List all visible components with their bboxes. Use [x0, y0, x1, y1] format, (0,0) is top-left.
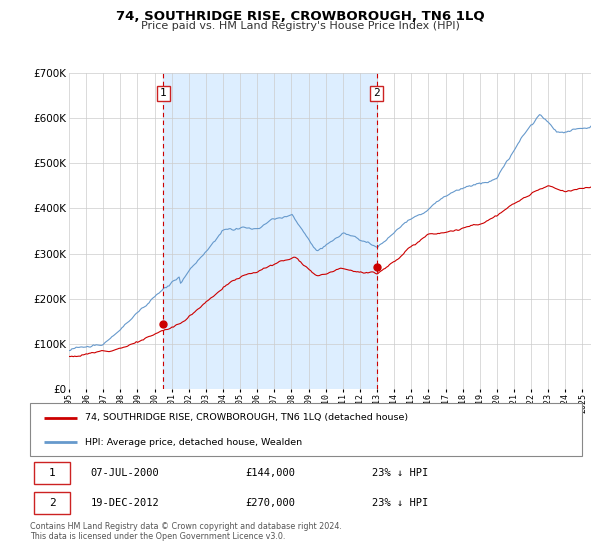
Text: 2: 2: [49, 498, 55, 508]
Text: 1: 1: [49, 468, 55, 478]
FancyBboxPatch shape: [30, 403, 582, 456]
Text: 19-DEC-2012: 19-DEC-2012: [91, 498, 160, 508]
FancyBboxPatch shape: [34, 461, 70, 484]
Text: 1: 1: [160, 88, 167, 99]
Text: Price paid vs. HM Land Registry's House Price Index (HPI): Price paid vs. HM Land Registry's House …: [140, 21, 460, 31]
Text: 23% ↓ HPI: 23% ↓ HPI: [372, 468, 428, 478]
Text: 07-JUL-2000: 07-JUL-2000: [91, 468, 160, 478]
Text: 74, SOUTHRIDGE RISE, CROWBOROUGH, TN6 1LQ: 74, SOUTHRIDGE RISE, CROWBOROUGH, TN6 1L…: [116, 10, 484, 23]
Bar: [163, 73, 377, 389]
Text: 23% ↓ HPI: 23% ↓ HPI: [372, 498, 428, 508]
Text: 74, SOUTHRIDGE RISE, CROWBOROUGH, TN6 1LQ (detached house): 74, SOUTHRIDGE RISE, CROWBOROUGH, TN6 1L…: [85, 413, 409, 422]
Text: 2: 2: [373, 88, 380, 99]
FancyBboxPatch shape: [34, 492, 70, 515]
Text: £270,000: £270,000: [245, 498, 295, 508]
Text: Contains HM Land Registry data © Crown copyright and database right 2024.
This d: Contains HM Land Registry data © Crown c…: [30, 522, 342, 542]
Text: HPI: Average price, detached house, Wealden: HPI: Average price, detached house, Weal…: [85, 437, 302, 446]
Text: £144,000: £144,000: [245, 468, 295, 478]
